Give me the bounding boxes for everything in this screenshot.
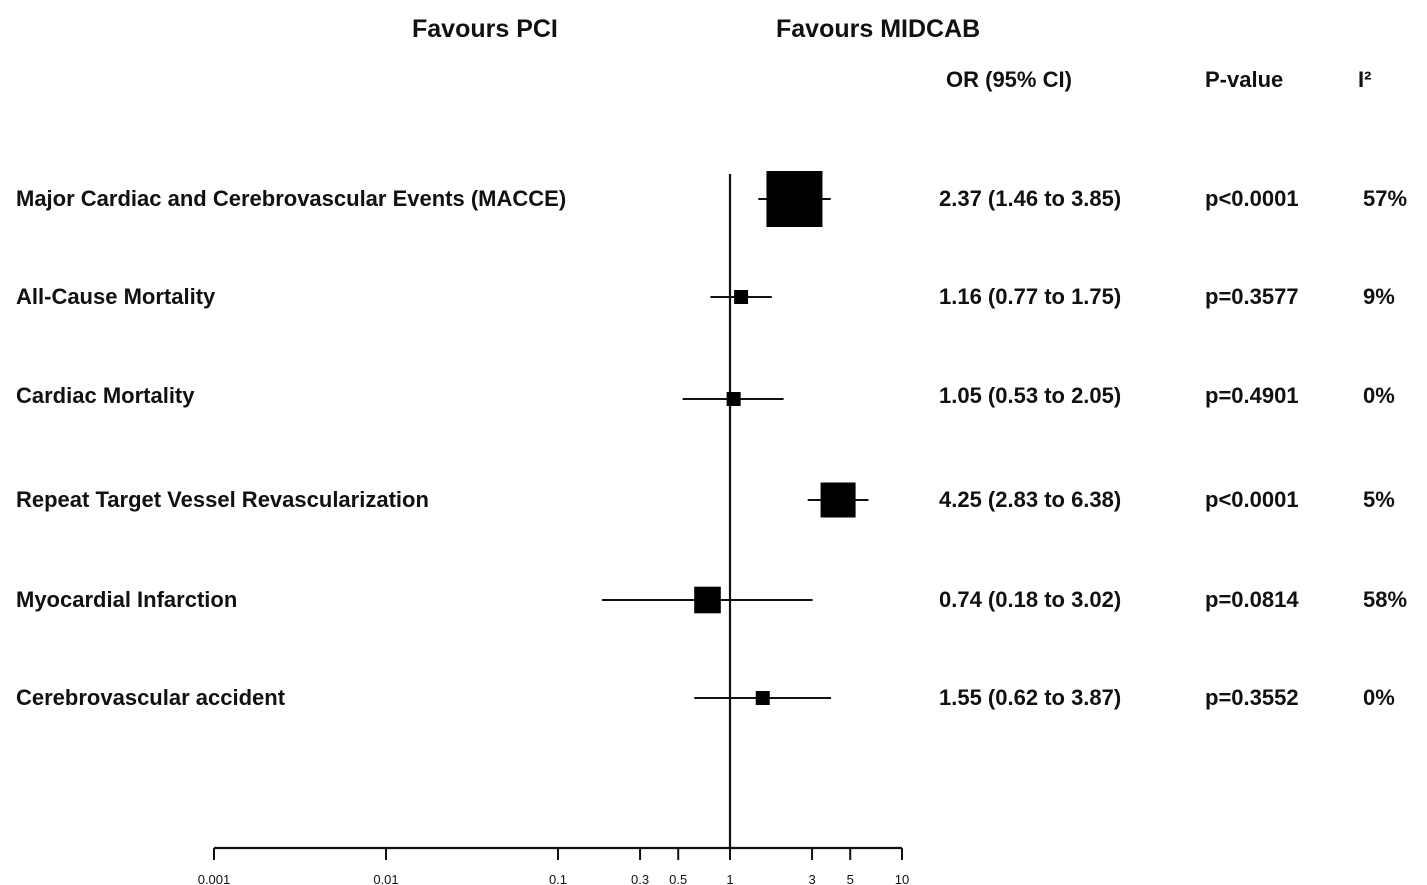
i2-value: 9% (1363, 284, 1395, 309)
i2-value: 57% (1363, 186, 1407, 211)
i2-value: 58% (1363, 587, 1407, 612)
p-value: p<0.0001 (1205, 487, 1299, 512)
point-estimate-marker (820, 482, 856, 518)
x-axis-tick-label: 0.5 (669, 872, 687, 885)
point-estimate-marker (726, 392, 741, 406)
or-ci-value: 2.37 (1.46 to 3.85) (939, 186, 1121, 211)
or-ci-value: 1.16 (0.77 to 1.75) (939, 284, 1121, 309)
outcome-label: All-Cause Mortality (16, 284, 216, 309)
outcome-row: Cerebrovascular accident 1.55 (0.62 to 3.… (16, 685, 1395, 710)
i2-column-header: I² (1358, 67, 1371, 92)
x-axis-tick-label: 5 (847, 872, 854, 885)
or-ci-value: 4.25 (2.83 to 6.38) (939, 487, 1121, 512)
outcome-label: Myocardial Infarction (16, 587, 237, 612)
i2-value: 5% (1363, 487, 1395, 512)
outcome-row: Myocardial Infarction 0.74 (0.18 to 3.02)… (16, 586, 1407, 614)
outcome-rows: Major Cardiac and Cerebrovascular Events… (16, 171, 1407, 710)
or-ci-value: 0.74 (0.18 to 3.02) (939, 587, 1121, 612)
outcome-label: Major Cardiac and Cerebrovascular Events… (16, 186, 566, 211)
favours-right-label: Favours MIDCAB (776, 15, 980, 43)
x-axis-tick-label: 1 (726, 872, 733, 885)
point-estimate-marker (734, 290, 749, 304)
p-value: p=0.0814 (1205, 587, 1299, 612)
favours-left-label: Favours PCI (412, 15, 558, 43)
point-estimate-marker (766, 171, 823, 227)
x-axis-tick-label: 3 (808, 872, 815, 885)
x-axis-tick-label: 0.01 (373, 872, 398, 885)
outcome-label: Repeat Target Vessel Revascularization (16, 487, 429, 512)
x-axis: 0.001 0.01 0.1 0.3 0.5 1 3 5 10 (198, 174, 909, 885)
outcome-row: All-Cause Mortality 1.16 (0.77 to 1.75) p=… (16, 284, 1395, 309)
p-value: p<0.0001 (1205, 186, 1299, 211)
i2-value: 0% (1363, 383, 1395, 408)
p-value: p=0.3577 (1205, 284, 1299, 309)
outcome-label: Cerebrovascular accident (16, 685, 286, 710)
or-ci-value: 1.05 (0.53 to 2.05) (939, 383, 1121, 408)
p-value: p=0.4901 (1205, 383, 1299, 408)
outcome-row: Major Cardiac and Cerebrovascular Events… (16, 171, 1407, 227)
point-estimate-marker (755, 691, 770, 705)
or-column-header: OR (95% CI) (946, 67, 1072, 92)
x-axis-tick-label: 0.001 (198, 872, 231, 885)
or-ci-value: 1.55 (0.62 to 3.87) (939, 685, 1121, 710)
x-axis-tick-label: 10 (895, 872, 909, 885)
x-axis-tick-label: 0.1 (549, 872, 567, 885)
outcome-label: Cardiac Mortality (16, 383, 195, 408)
point-estimate-marker (694, 586, 721, 614)
p-column-header: P-value (1205, 67, 1283, 92)
p-value: p=0.3552 (1205, 685, 1299, 710)
outcome-row: Cardiac Mortality 1.05 (0.53 to 2.05) p=0.… (16, 383, 1395, 408)
chart-headers: Favours PCI Favours MIDCAB OR (95% CI) P… (412, 15, 1371, 92)
x-axis-tick-label: 0.3 (631, 872, 649, 885)
outcome-row: Repeat Target Vessel Revascularization 4.… (16, 482, 1395, 518)
i2-value: 0% (1363, 685, 1395, 710)
